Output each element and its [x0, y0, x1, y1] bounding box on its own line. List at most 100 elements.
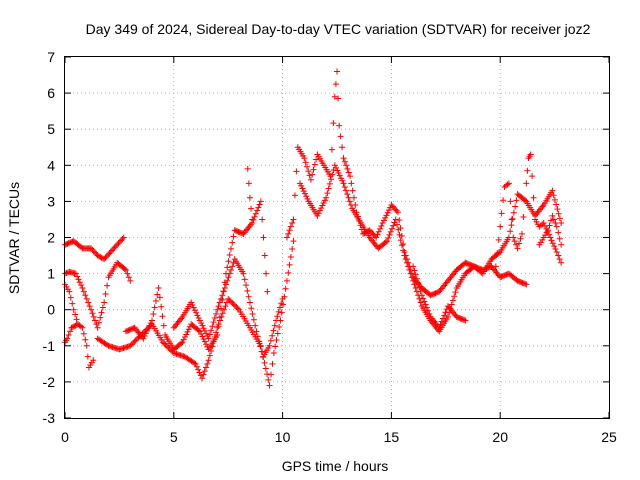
data-point [442, 309, 449, 316]
data-point [291, 192, 298, 199]
data-point [101, 256, 108, 263]
data-point [192, 360, 199, 367]
data-point [530, 194, 537, 201]
data-point [196, 369, 203, 376]
data-point [279, 295, 286, 302]
data-point [72, 270, 79, 277]
data-point [270, 327, 277, 334]
data-point [303, 163, 310, 170]
data-point [276, 324, 283, 331]
data-point [258, 348, 265, 355]
data-point [116, 238, 123, 245]
data-point [367, 228, 374, 235]
data-point [98, 309, 105, 316]
data-point [394, 209, 401, 216]
data-point [225, 295, 232, 302]
data-point [413, 288, 420, 295]
data-point [378, 222, 385, 229]
data-point [300, 188, 307, 195]
data-point [224, 264, 231, 271]
data-point [224, 277, 231, 284]
data-point [114, 241, 121, 248]
data-point [104, 341, 111, 348]
data-point [315, 210, 322, 217]
data-point [334, 68, 340, 75]
data-point [67, 328, 74, 335]
data-point [127, 277, 134, 284]
data-point [344, 191, 351, 198]
data-point [103, 253, 110, 260]
data-point [371, 233, 378, 240]
data-point [400, 247, 407, 254]
y-tick-label: 4 [47, 157, 55, 173]
data-point [233, 303, 240, 310]
data-point [324, 190, 331, 197]
series-track-e [94, 238, 297, 389]
data-point [85, 299, 92, 306]
data-point [555, 252, 562, 259]
data-point [205, 357, 212, 364]
data-point [344, 165, 351, 172]
data-point [373, 234, 380, 241]
x-tick-label: 10 [275, 429, 291, 445]
data-point [329, 171, 336, 178]
data-point [105, 251, 112, 258]
data-point [179, 339, 186, 346]
data-point [385, 207, 392, 214]
data-point [522, 280, 529, 287]
data-point [282, 285, 289, 292]
series-track-m [536, 212, 565, 248]
data-point [548, 237, 555, 244]
data-point [131, 338, 138, 345]
data-point [390, 222, 397, 229]
data-point [369, 230, 376, 237]
data-point [84, 353, 91, 360]
data-point [146, 322, 153, 329]
data-point [70, 306, 77, 313]
data-point [65, 331, 72, 338]
data-point [423, 304, 430, 311]
data-point [389, 203, 396, 210]
data-point [69, 300, 76, 307]
data-point [302, 159, 309, 166]
data-point [393, 207, 400, 214]
data-point [545, 227, 552, 234]
data-point [421, 298, 428, 305]
data-point [347, 173, 354, 180]
data-point [200, 371, 207, 378]
data-point [331, 93, 338, 100]
series-track-j [297, 162, 530, 335]
data-point [201, 368, 208, 375]
data-point [248, 305, 255, 312]
data-point [128, 341, 135, 348]
data-point [343, 162, 350, 169]
data-point [426, 310, 433, 317]
data-point [273, 317, 280, 324]
data-point [214, 331, 221, 338]
data-point [269, 332, 276, 339]
y-tick-label: 2 [47, 230, 55, 246]
data-point [343, 187, 350, 194]
data-point [337, 133, 344, 140]
data-point [193, 363, 200, 370]
data-point [199, 322, 206, 329]
data-point [389, 225, 396, 232]
data-point [555, 210, 562, 217]
data-point [523, 281, 530, 288]
data-point [95, 253, 102, 260]
data-point [505, 180, 512, 187]
series-track-i [283, 68, 565, 299]
data-point [387, 228, 394, 235]
data-point [195, 327, 202, 334]
data-point [221, 285, 228, 292]
data-point [185, 326, 192, 333]
data-point [201, 327, 208, 334]
data-point [256, 201, 263, 208]
y-tick-label: 5 [47, 121, 55, 137]
data-point [89, 246, 96, 253]
data-point [508, 222, 515, 229]
data-point [462, 317, 469, 324]
data-point [261, 359, 268, 366]
data-point [270, 350, 277, 357]
data-point [115, 240, 122, 247]
